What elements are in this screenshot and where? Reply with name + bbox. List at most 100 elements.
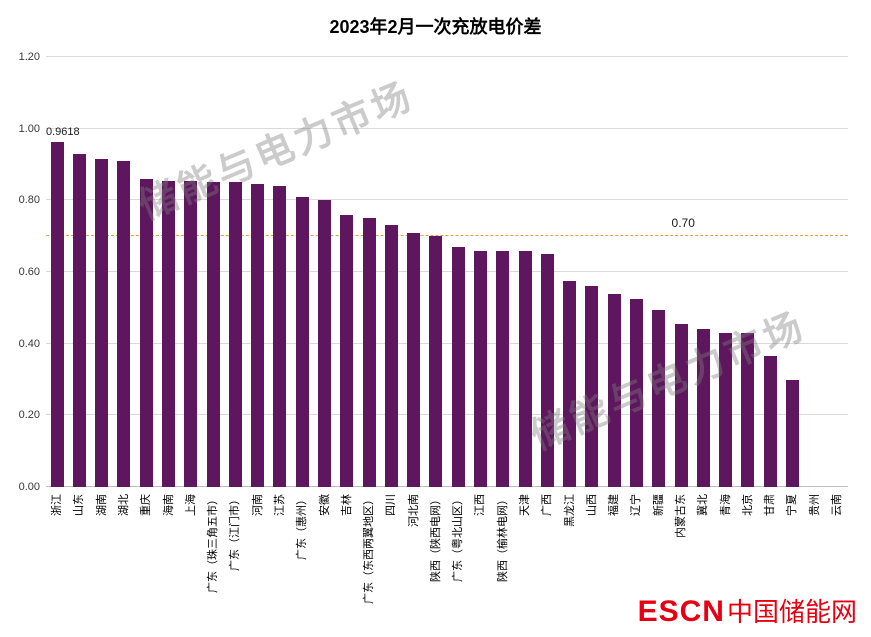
bar: [473, 250, 487, 487]
bar: [139, 178, 153, 487]
gridline: [46, 414, 848, 416]
bar: [451, 246, 465, 487]
y-tick-label: 0.20: [18, 409, 40, 422]
x-tick-cell: 河北南: [403, 491, 425, 619]
x-tick-label: 广西: [541, 494, 554, 516]
x-tick-label: 新疆: [652, 494, 665, 516]
y-tick-label: 0.40: [18, 337, 40, 350]
bar: [228, 182, 242, 487]
x-tick-label: 黑龙江: [563, 494, 576, 527]
x-tick-cell: 广东（粤北山区）: [447, 491, 469, 619]
bar-value-label: 0.9618: [46, 126, 80, 139]
chart-title: 2023年2月一次充放电价差: [329, 17, 542, 37]
x-tick-cell: 湖南: [91, 491, 113, 619]
x-tick-label: 吉林: [340, 494, 353, 516]
bar-group: [336, 57, 358, 487]
bar: [206, 182, 220, 487]
y-tick-label: 0.60: [18, 266, 40, 278]
bar-series: [46, 57, 848, 487]
bar: [741, 332, 755, 487]
bar: [763, 356, 777, 487]
x-tick-label: 陕西（榆林电网）: [496, 494, 509, 582]
bar-group: [291, 57, 313, 487]
bar-group: [447, 57, 469, 487]
x-tick-label: 浙江: [51, 494, 64, 516]
bar: [785, 379, 799, 487]
x-tick-cell: 山东: [68, 491, 90, 619]
x-tick-label: 陕西（陕西电网）: [429, 494, 442, 582]
x-tick-cell: 山西: [581, 491, 603, 619]
y-tick-label: 1.20: [18, 51, 40, 63]
x-tick-cell: 广东（珠三角五市）: [202, 491, 224, 619]
bar-group: [759, 57, 781, 487]
site-name: 中国储能网: [726, 597, 857, 627]
x-tick-label: 贵州: [808, 494, 821, 516]
gridline: [46, 271, 848, 272]
bar-group: [826, 57, 848, 487]
bar: [50, 142, 64, 487]
bar: [607, 293, 621, 487]
x-tick-cell: 上海: [180, 491, 202, 619]
x-tick-label: 福建: [608, 494, 621, 516]
bar-group: [514, 57, 536, 487]
x-tick-label: 重庆: [140, 494, 153, 516]
bar-group: [558, 57, 580, 487]
x-tick-cell: 海南: [157, 491, 179, 619]
x-tick-label: 内蒙古东: [675, 494, 688, 538]
x-tick-cell: 广西: [536, 491, 558, 619]
escn-logo: ESCN 中国储能网: [638, 592, 857, 629]
x-tick-label: 安徽: [318, 494, 331, 516]
escn-logo-text: ESCN: [637, 595, 725, 628]
x-tick-label: 山东: [73, 494, 86, 516]
bar: [184, 180, 198, 487]
bar-group: [380, 57, 402, 487]
x-tick-label: 广东（粤北山区）: [452, 494, 465, 582]
x-tick-label: 广东（珠三角五市）: [207, 494, 220, 593]
bar: [95, 159, 109, 487]
bar: [318, 200, 332, 487]
bar-group: [536, 57, 558, 487]
bar-group: [625, 57, 647, 487]
gridline: [46, 342, 848, 344]
bar: [340, 214, 354, 487]
bar: [273, 186, 287, 487]
x-tick-cell: 安徽: [313, 491, 335, 619]
x-tick-label: 青海: [719, 494, 732, 516]
bar: [696, 329, 710, 487]
bar: [518, 250, 532, 487]
x-tick-cell: 陕西（陕西电网）: [425, 491, 447, 619]
bar: [362, 218, 376, 487]
bar-group: [692, 57, 714, 487]
bar-group: [358, 57, 380, 487]
y-tick-label: 0.00: [18, 481, 40, 493]
bar: [72, 153, 86, 487]
x-tick-label: 甘肃: [764, 494, 777, 516]
x-tick-cell: 江西: [469, 491, 491, 619]
bar-group: [269, 57, 291, 487]
gridline: [46, 56, 848, 57]
bar-group: [224, 57, 246, 487]
bar: [295, 196, 309, 487]
bar: [384, 225, 398, 487]
reference-line: [46, 235, 848, 237]
x-tick-label: 四川: [385, 494, 398, 516]
x-tick-label: 河北南: [407, 494, 420, 527]
x-tick-label: 云南: [830, 494, 843, 516]
bar-group: [492, 57, 514, 487]
bar-group: [603, 57, 625, 487]
x-tick-label: 湖南: [95, 494, 108, 516]
x-tick-cell: 江苏: [269, 491, 291, 619]
bar: [117, 160, 131, 487]
x-tick-label: 山西: [585, 494, 598, 516]
x-tick-label: 上海: [184, 494, 197, 516]
bar-group: [135, 57, 157, 487]
x-tick-label: 湖北: [117, 494, 130, 516]
x-tick-cell: 天津: [514, 491, 536, 619]
bar-group: [737, 57, 759, 487]
bar-group: [46, 57, 68, 487]
plot-area: 0.70 0.9618: [46, 56, 848, 487]
x-tick-cell: 广东（东西两翼地区）: [358, 491, 380, 619]
x-tick-label: 广东（东西两翼地区）: [363, 494, 376, 604]
bar-group: [581, 57, 603, 487]
